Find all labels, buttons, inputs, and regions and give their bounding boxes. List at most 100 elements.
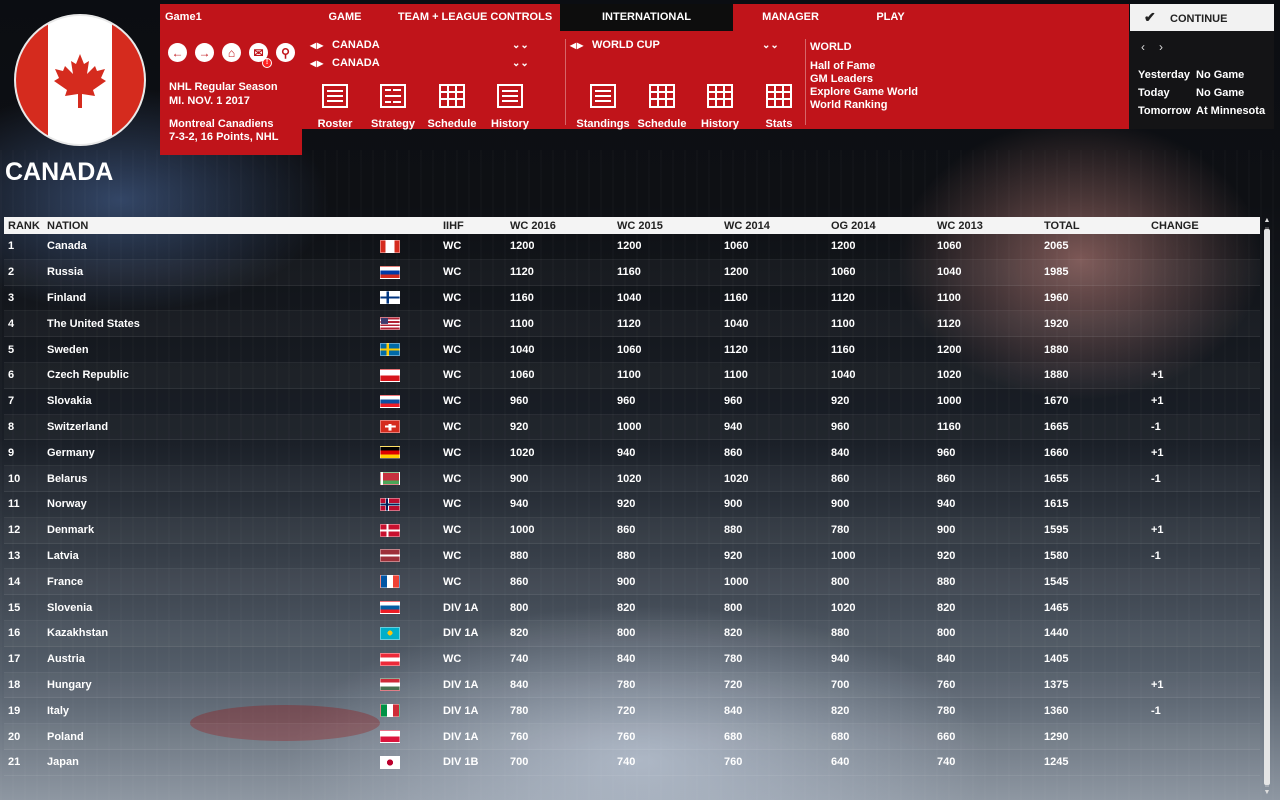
schedule-value[interactable]: At Minnesota: [1196, 105, 1266, 117]
table-row[interactable]: 14 France WC 860 900 1000 800 880 1545: [4, 569, 1260, 596]
table-row[interactable]: 16 Kazakhstan DIV 1A 820 800 820 880 800 1440: [4, 621, 1260, 647]
wc2013-cell: 940: [937, 498, 956, 511]
wc2013-cell: 1120: [937, 317, 961, 330]
explore-game-world-link[interactable]: Explore Game World: [810, 86, 918, 98]
tournament-selector[interactable]: ◀▶ WORLD CUP ⌄⌄: [570, 39, 780, 51]
hall-of-fame-link[interactable]: Hall of Fame: [810, 60, 876, 72]
mail-badge: !: [262, 58, 272, 68]
scrollbar-thumb[interactable]: [1264, 229, 1270, 785]
table-row[interactable]: 1 Canada WC 1200 1200 1060 1200 1060 2065: [4, 234, 1260, 260]
roster-button[interactable]: Roster: [307, 84, 363, 130]
stats-button[interactable]: Stats: [751, 84, 807, 130]
schedule-today: Today No Game: [1138, 87, 1244, 99]
table-row[interactable]: 12 Denmark WC 1000 860 880 780 900 1595 +1: [4, 518, 1260, 544]
gm-leaders-link[interactable]: GM Leaders: [810, 73, 873, 85]
column-header-wc2014[interactable]: WC 2014: [724, 219, 770, 232]
tournament-schedule-button[interactable]: Schedule: [634, 84, 690, 130]
iihf-cell: DIV 1A: [443, 704, 479, 717]
scroll-up-icon[interactable]: ▲: [1263, 217, 1271, 224]
forward-arrow-icon[interactable]: →: [195, 43, 214, 62]
table-row[interactable]: 18 Hungary DIV 1A 840 780 720 700 760 1375 +1: [4, 673, 1260, 699]
team-schedule-button[interactable]: Schedule: [424, 84, 480, 130]
table-row[interactable]: 8 Switzerland WC 920 1000 940 960 1160 1665 -1: [4, 415, 1260, 441]
column-header-nation[interactable]: NATION: [47, 219, 89, 232]
nation-cell: Slovakia: [47, 395, 92, 408]
standings-button[interactable]: Standings: [575, 84, 631, 130]
table-row[interactable]: 15 Slovenia DIV 1A 800 820 800 1020 820 1465: [4, 595, 1260, 621]
table-row[interactable]: 5 Sweden WC 1040 1060 1120 1160 1200 1880: [4, 337, 1260, 363]
nation-selector-1[interactable]: ◀▶ CANADA ⌄⌄: [310, 39, 529, 51]
season-label: NHL Regular Season: [169, 81, 278, 93]
checkmark-icon: ✔: [1144, 9, 1156, 25]
column-header-iihf[interactable]: IIHF: [443, 219, 464, 232]
wc2014-cell: 1120: [724, 343, 748, 356]
nation-cell: Russia: [47, 266, 84, 279]
column-header-total[interactable]: TOTAL: [1044, 219, 1080, 232]
column-header-og2014[interactable]: OG 2014: [831, 219, 876, 232]
nation-selector-2[interactable]: ◀▶ CANADA ⌄⌄: [310, 57, 529, 69]
wc2013-cell: 1040: [937, 266, 962, 279]
nav-play[interactable]: PLAY: [848, 4, 933, 31]
table-row[interactable]: 4 The United States WC 1100 1120 1040 1100 1120…: [4, 311, 1260, 338]
table-row[interactable]: 3 Finland WC 1160 1040 1160 1120 1100 1960: [4, 286, 1260, 312]
nation-cell: Finland: [47, 291, 87, 304]
total-cell: 1880: [1044, 369, 1069, 382]
wc2016-cell: 780: [510, 704, 529, 717]
nav-game1[interactable]: Game1: [160, 4, 300, 31]
strategy-icon: [380, 84, 406, 108]
nav-team-league-controls[interactable]: TEAM + LEAGUE CONTROLS: [390, 4, 560, 31]
og2014-cell: 900: [831, 498, 850, 511]
table-row[interactable]: 2 Russia WC 1120 1160 1200 1060 1040 1985: [4, 260, 1260, 286]
table-row[interactable]: 20 Poland DIV 1A 760 760 680 680 660 1290: [4, 724, 1260, 750]
search-icon[interactable]: ⚲: [276, 43, 295, 62]
home-icon[interactable]: ⌂: [222, 43, 241, 62]
nation-cell: Sweden: [47, 343, 89, 356]
mail-icon[interactable]: ✉!: [249, 43, 272, 68]
continue-button[interactable]: ✔ CONTINUE: [1130, 4, 1274, 31]
back-arrow-icon[interactable]: ←: [168, 43, 187, 62]
nav-international[interactable]: INTERNATIONAL: [560, 4, 733, 31]
team-history-label: History: [491, 118, 529, 130]
tournament-history-button[interactable]: History: [692, 84, 748, 130]
rank-cell: 6: [8, 369, 15, 382]
team-history-button[interactable]: History: [482, 84, 538, 130]
flag-cell: [376, 368, 443, 382]
wc2013-cell: 660: [937, 730, 956, 743]
table-row[interactable]: 21 Japan DIV 1B 700 740 760 640 740 1245: [4, 750, 1260, 776]
wc2013-cell: 1060: [937, 240, 962, 253]
scroll-down-icon[interactable]: ▼: [1263, 789, 1271, 796]
wc2014-cell: 880: [724, 524, 743, 537]
nav-game[interactable]: GAME: [300, 4, 390, 31]
wc2015-cell: 820: [617, 601, 636, 614]
team-name[interactable]: Montreal Canadiens: [169, 118, 274, 130]
flag-cell: [376, 446, 443, 460]
column-header-wc2015[interactable]: WC 2015: [617, 219, 663, 232]
nation-cell: Belarus: [47, 472, 88, 485]
table-row[interactable]: 10 Belarus WC 900 1020 1020 860 860 1655 -1: [4, 466, 1260, 492]
total-cell: 1290: [1044, 730, 1069, 743]
table-row[interactable]: 6 Czech Republic WC 1060 1100 1100 1040 1020 188…: [4, 363, 1260, 389]
column-header-change[interactable]: CHANGE: [1151, 219, 1199, 232]
wc2016-cell: 880: [510, 549, 529, 562]
column-header-wc2016[interactable]: WC 2016: [510, 219, 556, 232]
table-row[interactable]: 17 Austria WC 740 840 780 940 840 1405: [4, 647, 1260, 673]
column-header-rank[interactable]: RANK: [8, 219, 40, 232]
wc2015-cell: 800: [617, 627, 636, 640]
wc2014-cell: 1020: [724, 472, 749, 485]
table-row[interactable]: 9 Germany WC 1020 940 860 840 960 1660 +1: [4, 440, 1260, 467]
table-row[interactable]: 13 Latvia WC 880 880 920 1000 920 1580 -1: [4, 544, 1260, 570]
chevron-left-icon[interactable]: ‹: [1141, 40, 1145, 54]
table-row[interactable]: 7 Slovakia WC 960 960 960 920 1000 1670 +1: [4, 389, 1260, 415]
strategy-button[interactable]: Strategy: [365, 84, 421, 130]
table-row[interactable]: 11 Norway WC 940 920 900 900 940 1615: [4, 492, 1260, 518]
total-cell: 1595: [1044, 524, 1069, 537]
nav-manager[interactable]: MANAGER: [733, 4, 848, 31]
world-ranking-link[interactable]: World Ranking: [810, 99, 888, 111]
wc2015-cell: 1160: [617, 266, 641, 279]
table-scrollbar[interactable]: ▲ ▼: [1262, 217, 1272, 797]
prev-next-arrows-icon: ◀▶: [570, 40, 585, 50]
total-cell: 1545: [1044, 575, 1069, 588]
table-row[interactable]: 19 Italy DIV 1A 780 720 840 820 780 1360 -1: [4, 698, 1260, 725]
column-header-wc2013[interactable]: WC 2013: [937, 219, 983, 232]
chevron-right-icon[interactable]: ›: [1159, 40, 1163, 54]
